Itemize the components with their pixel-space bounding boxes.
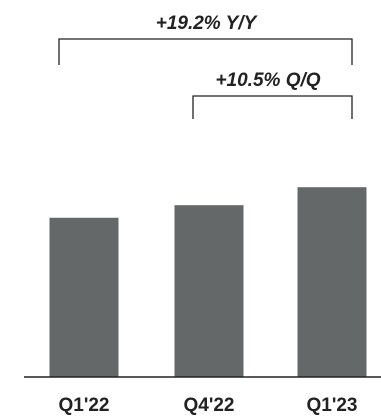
bars-group: [49, 187, 367, 377]
qoq-bracket: [192, 95, 353, 119]
category-label: Q1'22: [59, 395, 110, 416]
bar-q123: [297, 187, 367, 377]
yoy-bracket: [58, 38, 353, 65]
category-label: Q1'23: [307, 395, 358, 416]
yoy-annotation-label: +19.2% Y/Y: [156, 13, 259, 34]
qoq-annotation-label: +10.5% Q/Q: [215, 70, 320, 91]
category-label: Q4'22: [184, 395, 235, 416]
bar-q422: [174, 205, 244, 377]
category-labels: Q1'22 Q4'22 Q1'23: [59, 395, 358, 416]
bar-q122: [49, 217, 119, 377]
